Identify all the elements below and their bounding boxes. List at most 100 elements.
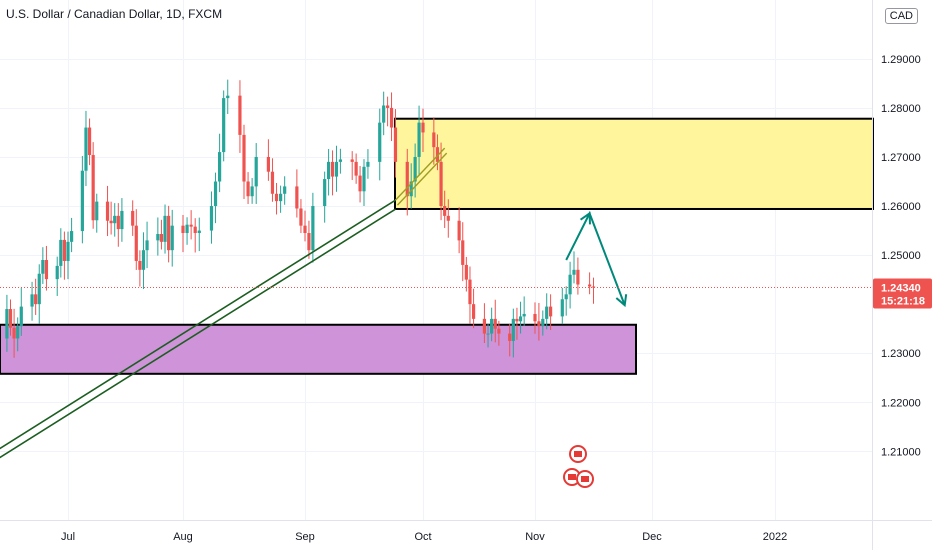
candle-body xyxy=(193,226,197,234)
candle xyxy=(497,320,501,346)
candle xyxy=(471,288,476,329)
candle-body xyxy=(421,122,425,133)
candle xyxy=(572,251,576,284)
candle-body xyxy=(334,161,339,177)
candle xyxy=(197,217,201,252)
candle xyxy=(8,299,13,336)
candle-body xyxy=(497,328,501,334)
candle-body xyxy=(307,233,311,251)
candle xyxy=(522,296,526,326)
resistance-zone xyxy=(394,117,874,210)
candle xyxy=(457,207,461,254)
candle-body xyxy=(350,159,354,162)
candle-body xyxy=(55,265,59,280)
candle-body xyxy=(471,304,476,319)
candle xyxy=(159,219,164,250)
candle xyxy=(560,287,564,325)
candle xyxy=(382,91,386,136)
candle-body xyxy=(299,208,303,226)
candle-body xyxy=(167,215,171,251)
candle-body xyxy=(493,318,497,329)
candle xyxy=(417,105,421,176)
candle-body xyxy=(366,161,370,167)
candle xyxy=(226,79,230,115)
candle-body xyxy=(311,206,315,251)
candle xyxy=(338,148,342,174)
candle-body xyxy=(439,161,443,207)
candle-body xyxy=(113,215,117,224)
candle xyxy=(330,150,335,196)
candle xyxy=(389,92,394,142)
candle-body xyxy=(405,161,409,197)
candle-body xyxy=(80,170,84,232)
candle-body xyxy=(432,132,436,148)
x-tick-label: Sep xyxy=(295,531,315,543)
projection-arrow xyxy=(565,210,626,306)
candle-body xyxy=(5,309,9,339)
candle-body xyxy=(576,269,580,285)
candle-body xyxy=(274,193,279,202)
candle xyxy=(545,293,549,330)
x-tick-label: Dec xyxy=(642,531,662,543)
candle xyxy=(518,301,523,334)
candle xyxy=(145,221,149,269)
candle xyxy=(69,217,74,253)
candle xyxy=(270,158,275,202)
candle-body xyxy=(8,309,13,328)
x-axis: Jul Aug Sep Oct Nov Dec 2022 xyxy=(61,531,787,543)
price-tag-countdown: 15:21:18 xyxy=(881,295,925,307)
candle xyxy=(37,264,41,324)
candle-body xyxy=(358,175,362,192)
candle xyxy=(378,108,382,181)
candle xyxy=(209,191,214,244)
candle xyxy=(279,185,283,213)
candle xyxy=(113,203,117,237)
candle xyxy=(181,215,185,253)
candle-body xyxy=(138,260,142,270)
candle xyxy=(34,278,38,315)
candle xyxy=(5,294,9,352)
candle-body xyxy=(591,286,596,288)
candle-body xyxy=(41,260,45,274)
y-tick-label: 1.21000 xyxy=(881,446,921,458)
currency-button[interactable]: CAD xyxy=(884,8,918,24)
candle-body xyxy=(327,161,331,180)
candle-body xyxy=(87,127,92,156)
x-tick-label: Oct xyxy=(414,531,431,543)
candle-body xyxy=(482,318,487,334)
candle xyxy=(311,192,315,263)
candle-body xyxy=(189,224,193,227)
candle-body xyxy=(279,193,283,202)
candle-body xyxy=(62,239,67,261)
candle xyxy=(435,134,440,171)
candle xyxy=(274,182,279,215)
trendline-lower xyxy=(0,208,396,459)
candle xyxy=(591,277,596,304)
candle xyxy=(44,245,49,291)
candle xyxy=(464,256,468,292)
candle xyxy=(131,200,135,236)
candle xyxy=(541,310,545,336)
candle-body xyxy=(330,161,335,177)
candle-body xyxy=(457,220,461,241)
candle-body xyxy=(181,225,185,234)
candle-body xyxy=(120,210,124,230)
candle-body xyxy=(564,294,568,300)
candle-body xyxy=(16,326,20,339)
candle-body xyxy=(141,250,146,270)
candle xyxy=(568,261,572,309)
candle-body xyxy=(44,260,49,280)
candle-body xyxy=(541,318,545,327)
candle-body xyxy=(197,230,201,234)
y-tick-label: 1.28000 xyxy=(881,103,921,115)
candle-body xyxy=(468,279,472,305)
y-tick-label: 1.26000 xyxy=(881,201,921,213)
candle xyxy=(549,294,553,331)
candle xyxy=(12,308,16,358)
candle-body xyxy=(446,215,450,221)
candle-body xyxy=(159,234,164,242)
candle xyxy=(222,90,226,162)
candle-body xyxy=(533,313,537,322)
